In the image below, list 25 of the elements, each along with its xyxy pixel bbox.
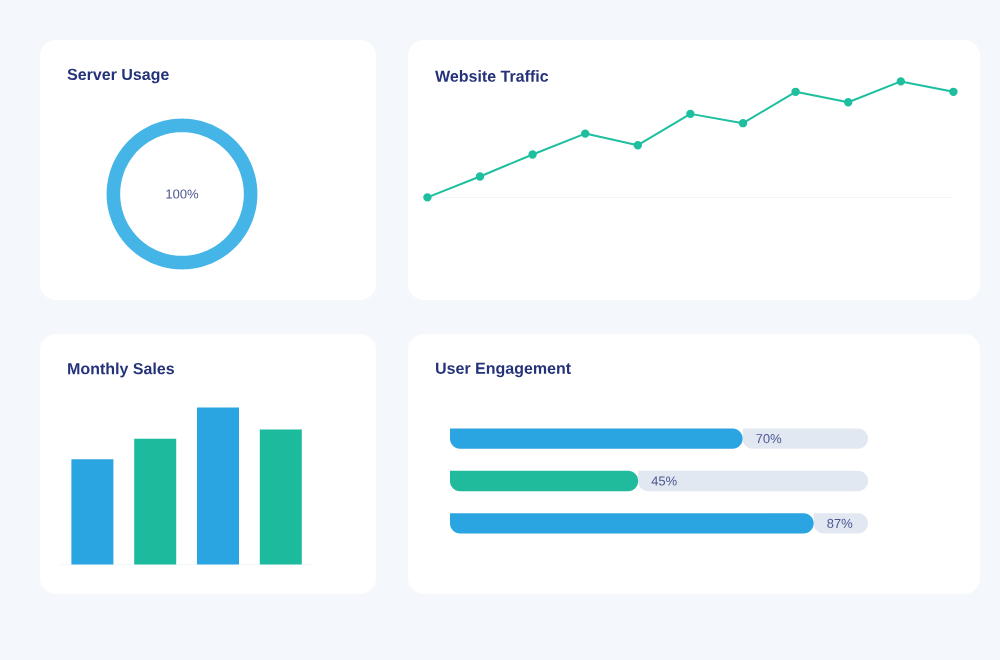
- bar: [813, 513, 869, 534]
- bar: [450, 428, 743, 449]
- bar: [71, 459, 114, 565]
- point: [949, 87, 958, 97]
- bar: [450, 513, 814, 534]
- point: [844, 98, 853, 107]
- bar: [197, 407, 240, 565]
- point: [475, 172, 485, 181]
- point: [686, 109, 695, 119]
- chart-title: Server Usage: [67, 68, 169, 84]
- point: [738, 118, 748, 128]
- point: [423, 193, 432, 202]
- chart-title: Monthly Sales: [68, 362, 174, 378]
- bar: [259, 429, 302, 565]
- bar: [134, 438, 177, 565]
- bar: [638, 470, 869, 492]
- chart-title: User Engagement: [436, 362, 571, 378]
- bar: [450, 470, 639, 492]
- point: [528, 150, 537, 159]
- bar: [742, 428, 869, 449]
- point: [896, 77, 906, 86]
- chart-title: Website Traffic: [435, 70, 549, 82]
- point: [633, 141, 642, 150]
- point: [581, 129, 590, 138]
- point: [791, 87, 800, 97]
